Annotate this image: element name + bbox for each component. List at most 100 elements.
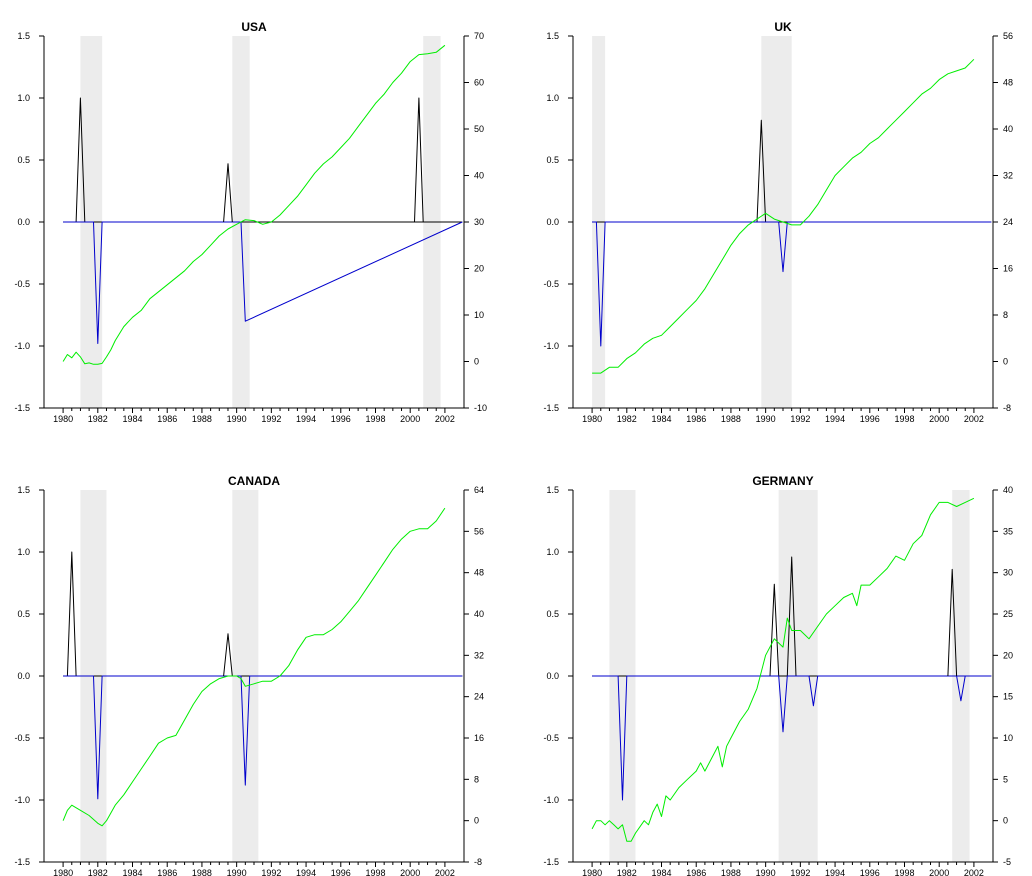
right-tick-label: 8 [1003, 310, 1008, 320]
indicator-series-line [947, 568, 958, 677]
x-tick-label: 1990 [756, 868, 776, 876]
x-tick-label: 1982 [617, 414, 637, 424]
left-tick-label: 1.5 [546, 31, 559, 41]
right-tick-label: 5 [1003, 774, 1008, 784]
x-tick-label: 1994 [296, 414, 316, 424]
x-tick-label: 2000 [400, 868, 420, 876]
left-tick-label: -1.0 [543, 341, 559, 351]
x-tick-label: 1996 [860, 868, 880, 876]
chart-panel: CANADA -1.5 -1.0 -0.5 0.0 0.5 1.0 1.5 -8 0 8 16 24 32… [14, 474, 484, 876]
x-tick-label: 2002 [964, 868, 984, 876]
left-tick-label: 1.0 [546, 547, 559, 557]
x-tick-label: 1982 [617, 868, 637, 876]
x-tick-label: 1980 [582, 414, 602, 424]
right-tick-label: 60 [474, 78, 484, 88]
left-tick-label: -0.5 [14, 279, 30, 289]
left-tick-label: -0.5 [543, 733, 559, 743]
right-tick-label: 32 [474, 650, 484, 660]
indicator-series-line [592, 556, 992, 677]
right-tick-label: 56 [1003, 31, 1013, 41]
indicator-series-line [223, 633, 233, 677]
x-tick-label: 2000 [929, 414, 949, 424]
right-tick-label: 16 [1003, 264, 1013, 274]
indicator-series-line [63, 97, 463, 223]
x-tick-label: 1986 [157, 414, 177, 424]
left-tick-label: 0.0 [17, 217, 30, 227]
x-tick-label: 2000 [929, 868, 949, 876]
right-tick-label: 32 [1003, 171, 1013, 181]
right-tick-label: 64 [474, 485, 484, 495]
left-tick-label: 0.5 [17, 609, 30, 619]
x-tick-label: 1988 [192, 868, 212, 876]
x-tick-label: 1998 [365, 868, 385, 876]
right-tick-label: 0 [474, 816, 479, 826]
x-tick-label: 1990 [227, 868, 247, 876]
chart-panel: USA -1.5 -1.0 -0.5 0.0 0.5 1.0 1.5 -10 0 10 20 30 40 5… [14, 20, 487, 424]
right-tick-label: 40 [1003, 485, 1013, 495]
right-tick-label: 48 [1003, 78, 1013, 88]
indicator-series-line [63, 551, 463, 677]
left-tick-label: 0.5 [546, 155, 559, 165]
indicator-series-line [592, 221, 992, 347]
x-tick-label: 1986 [686, 868, 706, 876]
x-tick-label: 1998 [894, 414, 914, 424]
x-tick-label: 1984 [651, 868, 671, 876]
indicator-series-line [592, 675, 992, 801]
right-tick-label: 24 [1003, 217, 1013, 227]
x-tick-label: 1996 [331, 414, 351, 424]
chart-panel: GERMANY -1.5 -1.0 -0.5 0.0 0.5 1.0 1.5 -5 0 5 10 15 2… [543, 474, 1013, 876]
right-tick-label: 24 [474, 692, 484, 702]
x-tick-label: 2002 [435, 414, 455, 424]
right-tick-label: 0 [474, 357, 479, 367]
chart-panel: UK -1.5 -1.0 -0.5 0.0 0.5 1.0 1.5 -8 0 8 16 24 32 40 48… [543, 20, 1013, 424]
left-tick-label: -1.5 [543, 857, 559, 867]
left-tick-label: 1.5 [17, 31, 30, 41]
x-tick-label: 1984 [651, 414, 671, 424]
x-tick-label: 1982 [88, 868, 108, 876]
left-tick-label: 0.0 [17, 671, 30, 681]
x-tick-label: 1988 [192, 414, 212, 424]
x-tick-label: 1984 [122, 868, 142, 876]
right-tick-label: 56 [474, 526, 484, 536]
x-tick-label: 1980 [53, 414, 73, 424]
right-tick-label: 0 [1003, 357, 1008, 367]
right-tick-label: 10 [1003, 733, 1013, 743]
right-tick-label: 35 [1003, 526, 1013, 536]
x-tick-label: 1992 [261, 414, 281, 424]
left-tick-label: -1.5 [14, 403, 30, 413]
right-tick-label: 15 [1003, 692, 1013, 702]
left-tick-label: 0.5 [546, 609, 559, 619]
x-tick-label: 1998 [894, 868, 914, 876]
right-tick-label: 25 [1003, 609, 1013, 619]
x-tick-label: 1982 [88, 414, 108, 424]
indicator-series-line [592, 119, 992, 223]
x-tick-label: 1992 [261, 868, 281, 876]
left-tick-label: 0.0 [546, 217, 559, 227]
right-tick-label: -10 [474, 403, 487, 413]
x-tick-label: 2002 [964, 414, 984, 424]
right-tick-label: 30 [1003, 568, 1013, 578]
panel-title: USA [241, 20, 267, 34]
x-tick-label: 1990 [756, 414, 776, 424]
x-tick-label: 2000 [400, 414, 420, 424]
cumulative-series-line [592, 58, 975, 374]
left-tick-label: -1.0 [14, 341, 30, 351]
right-tick-label: 48 [474, 568, 484, 578]
x-tick-label: 1994 [296, 868, 316, 876]
right-tick-label: 40 [1003, 124, 1013, 134]
right-tick-label: 40 [474, 609, 484, 619]
left-tick-label: 0.5 [17, 155, 30, 165]
x-tick-label: 1996 [331, 868, 351, 876]
indicator-series-line [63, 675, 463, 800]
right-tick-label: 50 [474, 124, 484, 134]
indicator-series-line [63, 221, 463, 344]
left-tick-label: 0.0 [546, 671, 559, 681]
indicator-series-line [223, 163, 233, 223]
x-tick-label: 1998 [365, 414, 385, 424]
right-tick-label: 8 [474, 774, 479, 784]
panel-title: GERMANY [752, 474, 813, 488]
indicator-series-line [956, 675, 966, 702]
left-tick-label: -1.0 [543, 795, 559, 805]
x-tick-label: 1988 [721, 868, 741, 876]
